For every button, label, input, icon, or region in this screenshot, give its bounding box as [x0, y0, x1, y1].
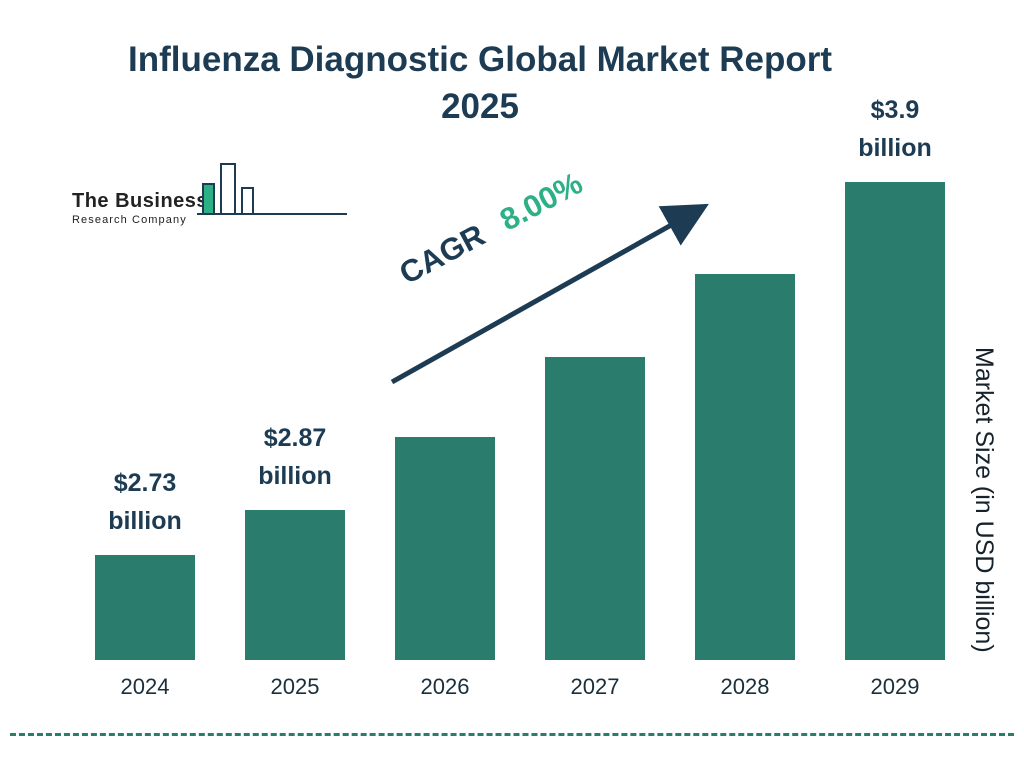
value-label-line: $3.9 — [870, 95, 920, 124]
bar-column-2025: $2.87 billion 2025 — [245, 182, 345, 699]
bar-column-2026: 2026 — [395, 182, 495, 699]
bar-2024 — [95, 555, 195, 660]
bar-2028 — [695, 274, 795, 660]
bars: $2.73 billion 2024 $2.87 billion 2025 2026 2027… — [95, 96, 945, 699]
bar-column-2029: $3.9 billion 2029 — [845, 96, 945, 699]
chart-title-line2: 2025 — [441, 87, 519, 127]
x-tick-2025: 2025 — [270, 674, 320, 699]
x-tick-2024: 2024 — [120, 674, 170, 699]
x-tick-2026: 2026 — [420, 674, 470, 699]
value-label-line: $2.87 — [263, 423, 327, 452]
bar-column-2028: 2028 — [695, 182, 795, 699]
value-label-line: billion — [858, 134, 932, 163]
bar-column-2024: $2.73 billion 2024 — [95, 182, 195, 699]
bar-2026 — [395, 437, 495, 660]
value-label-2025: $2.87 billion — [225, 419, 365, 497]
logo-text-line2: Research Company — [72, 214, 187, 226]
chart-title: Influenza Diagnostic Global Market Repor… — [0, 36, 960, 131]
logo-bars-icon — [197, 162, 352, 229]
value-label-line: billion — [258, 462, 332, 491]
cagr-arrow-icon — [380, 196, 725, 401]
bar-2025 — [245, 510, 345, 660]
value-label-line: $2.73 — [113, 468, 177, 497]
value-label-line: billion — [108, 507, 182, 536]
chart-title-line1: Influenza Diagnostic Global Market Repor… — [128, 40, 832, 79]
x-tick-2027: 2027 — [570, 674, 620, 699]
value-label-2029: $3.9 billion — [825, 91, 965, 169]
logo-text-line1: The Business — [72, 190, 209, 212]
y-axis-label: Market Size (in USD billion) — [970, 347, 998, 653]
bar-2027 — [545, 357, 645, 660]
value-label-2024: $2.73 billion — [75, 464, 215, 542]
bottom-dashed-divider — [10, 733, 1014, 736]
company-logo: The Business Research Company — [72, 163, 347, 226]
x-tick-2028: 2028 — [720, 674, 770, 699]
bar-column-2027: 2027 — [545, 182, 645, 699]
bar-2029 — [845, 182, 945, 660]
x-tick-2029: 2029 — [870, 674, 920, 699]
